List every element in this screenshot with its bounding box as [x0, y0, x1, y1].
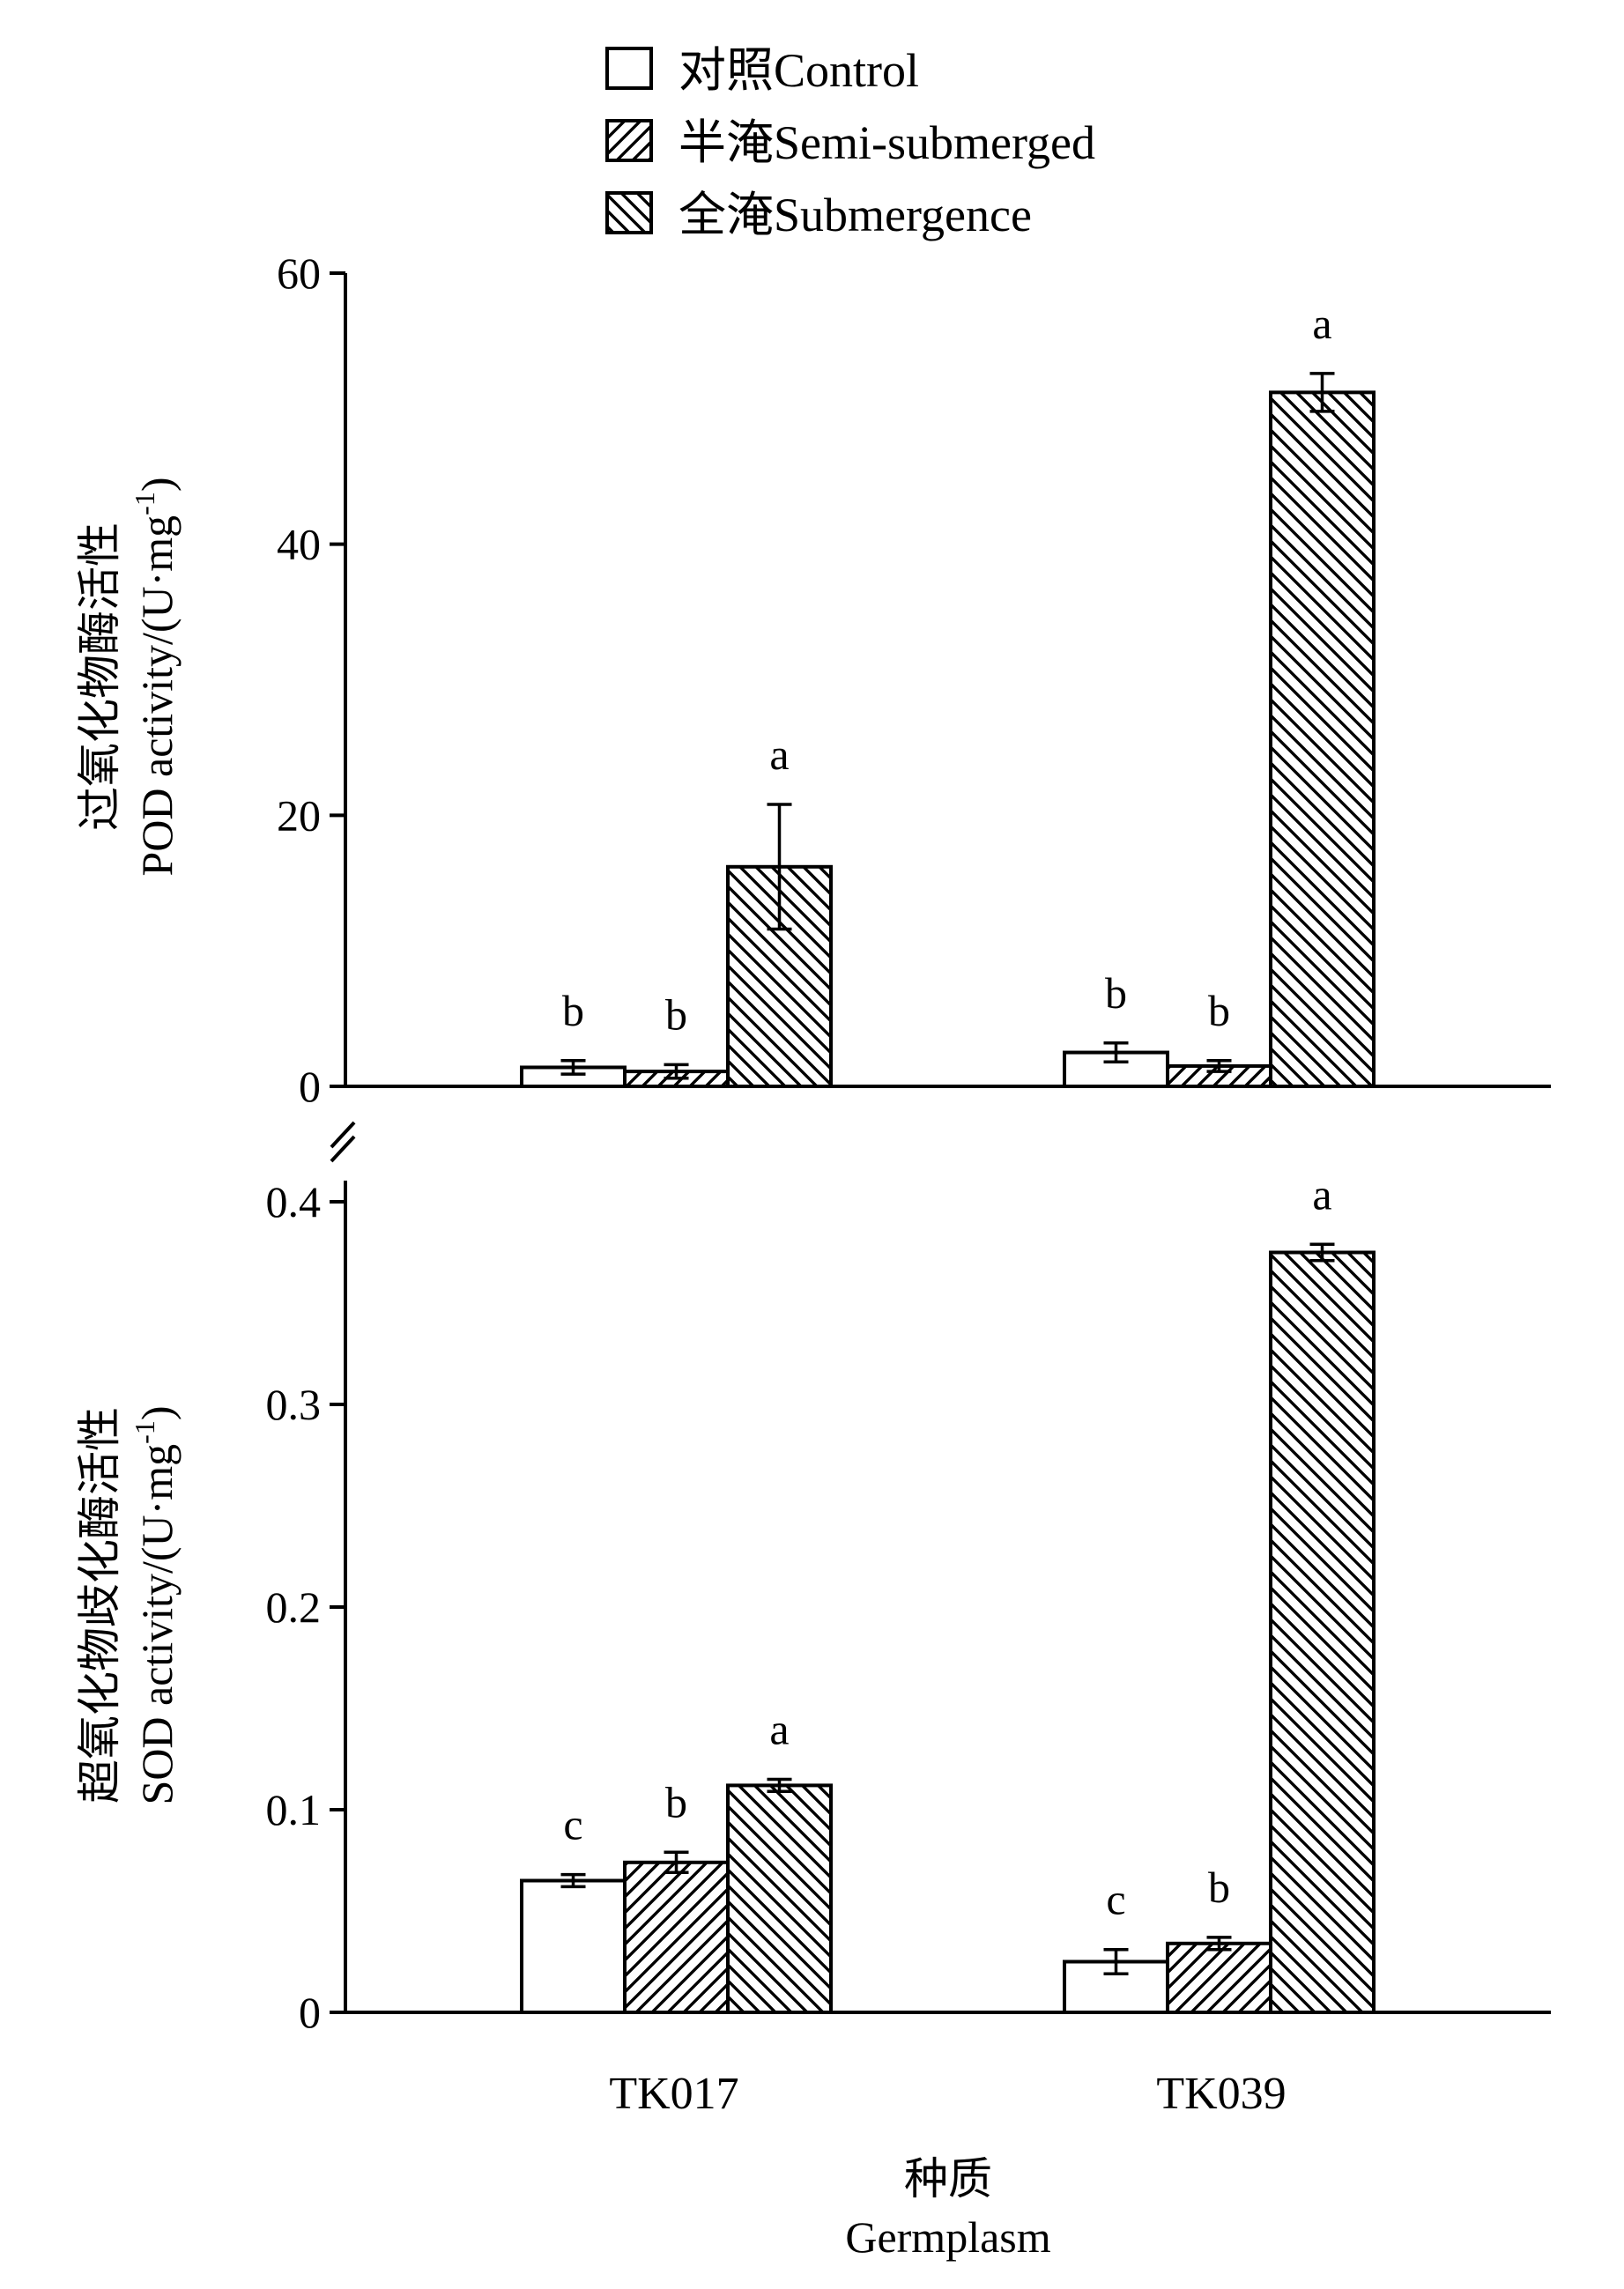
y-axis-title-bottom-en-main: SOD activity/(U·mg	[132, 1444, 182, 1805]
category-label-tk039: TK039	[1156, 2069, 1286, 2119]
pod-tk039-submergence-significance-label: a	[1312, 299, 1331, 348]
y-axis-title-top-close: )	[132, 478, 182, 493]
pod-tk039-semi-submerged-significance-label: b	[1208, 986, 1230, 1035]
sod-tk039-semi-submerged-bar	[1166, 1941, 1272, 2015]
pod-tk039-submergence-bar	[1269, 390, 1376, 1088]
legend-swatch-semi-submerged	[605, 119, 653, 162]
sod-y-tick-label: 0	[299, 1988, 321, 2037]
y-axis-title-bottom-close: )	[132, 1406, 182, 1421]
sod-y-tick-label: 0.3	[266, 1380, 322, 1429]
pod-tk017-control-significance-label: b	[562, 986, 584, 1035]
y-axis-title-bottom-en-wrap: SOD activity/(U·mg-1)	[129, 1406, 182, 1805]
legend-item-semi-submerged: 半淹Semi-submerged	[605, 116, 1095, 169]
sod-y-tick-label: 0.1	[266, 1785, 322, 1834]
y-axis-title-bottom-cn: 超氧化物歧化酶活性	[75, 1407, 124, 1804]
legend-item-control: 对照Control	[605, 44, 919, 97]
pod-y-tick-label: 0	[299, 1062, 321, 1111]
sod-tk017-semi-submerged-bar	[623, 1860, 730, 2015]
pod-tk017-submergence-significance-label: a	[769, 730, 789, 779]
pod-y-tick-label: 60	[277, 248, 321, 298]
y-axis-title-top: 过氧化物酶活性	[75, 522, 124, 831]
y-axis-title-top-en-wrap: POD activity/(U·mg-1)	[129, 478, 182, 877]
sod-tk017-submergence-bar	[726, 1783, 833, 2015]
pod-tk039-control-significance-label: b	[1105, 968, 1127, 1018]
sod-tk039-submergence-bar	[1269, 1250, 1376, 2014]
sod-tk039-control-significance-label: c	[1106, 1875, 1125, 1924]
legend-label-control: 对照Control	[679, 44, 919, 97]
legend-swatch-control	[605, 47, 653, 90]
legend-label-submergence: 全淹Submergence	[679, 189, 1032, 241]
y-axis-title-top-en: POD activity/(U·mg-1)	[129, 478, 182, 877]
x-axis-title-cn: 种质	[904, 2154, 992, 2204]
category-label-tk017: TK017	[609, 2069, 738, 2119]
legend: 对照Control 半淹Semi-submerged 全淹Submergence	[605, 44, 1095, 241]
y-axis-title-top-sup: -1	[129, 492, 160, 515]
pod-panel: 0 20 40 60 b b a b b a	[277, 248, 1551, 1111]
sod-panel: 0 0.1 0.2 0.3 0.4 c b a c b a	[266, 1169, 1551, 2037]
legend-label-semi-submerged: 半淹Semi-submerged	[679, 116, 1095, 169]
pod-y-tick-label: 20	[277, 790, 321, 840]
sod-y-tick-label: 0.4	[266, 1177, 322, 1226]
y-axis-title-top-en-main: POD activity/(U·mg	[132, 515, 182, 877]
y-axis-title-top-cn: 过氧化物酶活性	[75, 522, 124, 831]
legend-swatch-submergence	[605, 191, 653, 234]
sod-tk017-semi-submerged-significance-label: b	[665, 1777, 687, 1826]
pod-tk017-semi-submerged-significance-label: b	[665, 989, 687, 1039]
sod-y-tick-label: 0.2	[266, 1582, 322, 1632]
sod-tk017-control-significance-label: c	[563, 1800, 582, 1849]
sod-tk017-control-bar	[520, 1878, 627, 2014]
pod-y-tick-label: 40	[277, 520, 321, 569]
sod-tk039-submergence-significance-label: a	[1312, 1169, 1331, 1219]
x-axis-title-en: Germplasm	[845, 2212, 1050, 2262]
y-axis-title-bottom-sup: -1	[129, 1420, 160, 1444]
axis-break-mark	[330, 1121, 356, 1163]
y-axis-title-bottom-en: SOD activity/(U·mg-1)	[129, 1406, 182, 1805]
sod-tk017-submergence-significance-label: a	[769, 1705, 789, 1754]
y-axis-title-bottom: 超氧化物歧化酶活性	[75, 1407, 124, 1804]
legend-item-submergence: 全淹Submergence	[605, 189, 1032, 241]
sod-tk039-semi-submerged-significance-label: b	[1208, 1863, 1230, 1912]
